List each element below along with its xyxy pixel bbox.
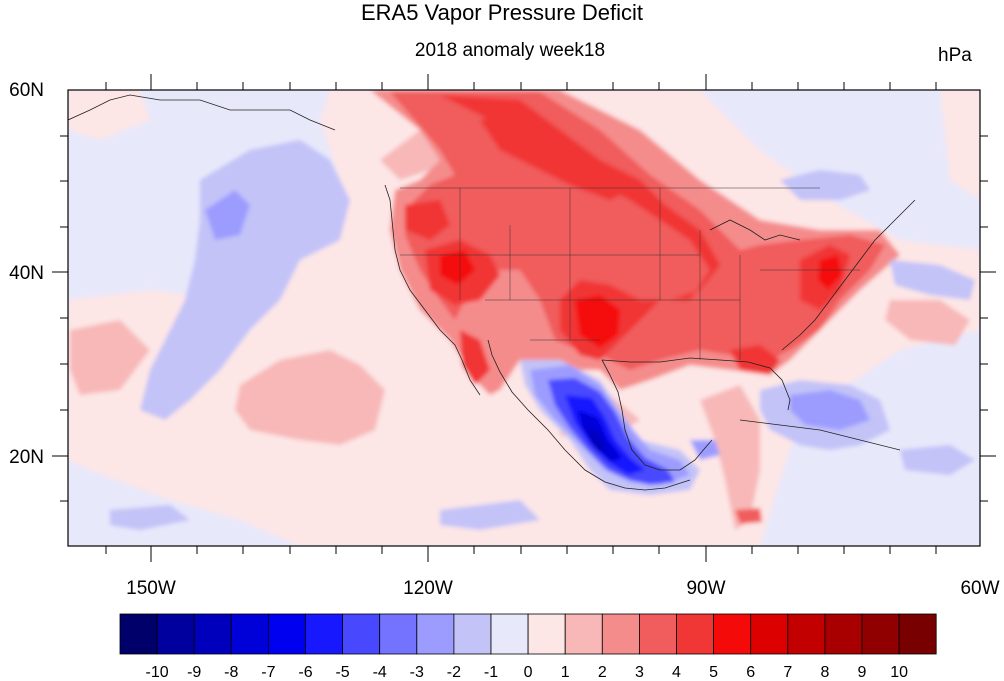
axis-ticks [52, 74, 996, 562]
lon-label-120w: 120W [403, 578, 453, 599]
colorbar-tick-label: 3 [635, 664, 644, 681]
state-borders [400, 187, 860, 360]
colorbar-swatch [416, 613, 455, 655]
units-label: hPa [938, 45, 972, 66]
colorbar-swatch [156, 613, 195, 655]
colorbar-swatch [119, 613, 158, 655]
colorbar-tick-label: 7 [783, 664, 792, 681]
colorbar-swatch [193, 613, 232, 655]
colorbar-tick-label: 6 [746, 664, 755, 681]
colorbar-swatch [861, 613, 900, 655]
colorbar-tick-label: -4 [373, 664, 387, 681]
colorbar-tick-label: -10 [146, 664, 169, 681]
colorbar-swatch [490, 613, 529, 655]
colorbar-swatch [305, 613, 343, 655]
colorbar-tick-label: -3 [410, 664, 424, 681]
colorbar-tick-label: 9 [858, 664, 867, 681]
colorbar-tick-label: -2 [447, 664, 461, 681]
colorbar-tick-label: -7 [261, 664, 275, 681]
colorbar-swatch [713, 613, 752, 655]
colorbar-swatch [230, 613, 269, 655]
colorbar-swatch [824, 613, 863, 655]
colorbar-tick-label: 0 [524, 664, 533, 681]
colorbar-swatch [564, 613, 603, 655]
colorbar-tick-label: -8 [224, 664, 238, 681]
lat-label-20n: 20N [9, 447, 44, 468]
colorbar-tick-label: 10 [890, 664, 908, 681]
colorbar-swatch [787, 613, 826, 655]
colorbar-swatch [342, 613, 381, 655]
colorbar-tick-label: -1 [484, 664, 498, 681]
colorbar-tick-label: 4 [672, 664, 681, 681]
anomaly-field [68, 90, 980, 546]
colorbar-tick-label: -9 [187, 664, 201, 681]
colorbar-swatch [527, 613, 566, 655]
map-subtitle: 2018 anomaly week18 [414, 40, 606, 61]
colorbar-swatch [601, 613, 640, 655]
colorbar-swatch [453, 613, 492, 655]
colorbar-tick-label: -6 [298, 664, 312, 681]
colorbar-swatch [267, 613, 306, 655]
lon-label-150w: 150W [126, 578, 176, 599]
colorbar-swatch [639, 613, 677, 655]
colorbar-swatch [750, 613, 789, 655]
colorbar-swatch [676, 613, 714, 655]
colorbar-tick-label: 1 [561, 664, 570, 681]
colorbar: -10 -9 -8 -7 -6 -5 -4 -3 -2 -1 0 1 2 3 4 5 6 7 8 9 10 [119, 613, 937, 681]
lat-label-60n: 60N [9, 80, 44, 101]
lon-label-60w: 60W [960, 578, 999, 599]
colorbar-tick-label: 8 [820, 664, 829, 681]
lon-label-90w: 90W [686, 578, 725, 599]
lat-label-40n: 40N [9, 263, 44, 284]
colorbar-swatch [379, 613, 418, 655]
colorbar-swatch [898, 613, 937, 655]
colorbar-tick-label: -5 [335, 664, 349, 681]
colorbar-tick-label: 5 [709, 664, 718, 681]
map-title: ERA5 Vapor Pressure Deficit [360, 0, 644, 25]
colorbar-tick-label: 2 [598, 664, 607, 681]
